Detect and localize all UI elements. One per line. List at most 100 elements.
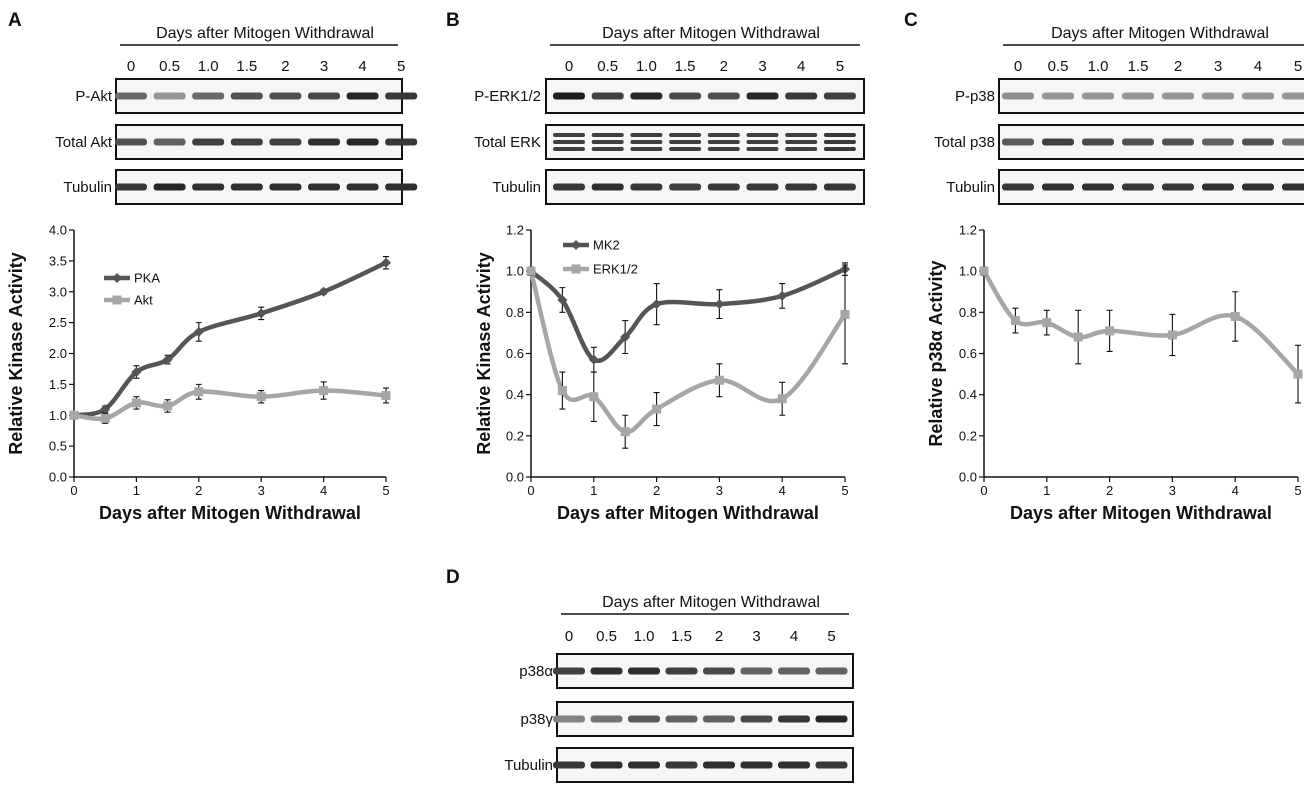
blot-band <box>665 761 698 769</box>
lane-label: 2 <box>1174 58 1182 75</box>
blot-row-label: Tubulin <box>946 179 995 196</box>
series-pka <box>69 256 391 421</box>
blot-band <box>1002 183 1034 191</box>
blot-row: P-ERK1/2 <box>474 78 865 114</box>
blot-row-label: Total ERK <box>474 134 541 151</box>
lane-label: 0.5 <box>596 628 617 645</box>
blot-band <box>703 715 735 723</box>
y-tick-label: 2.0 <box>49 346 67 361</box>
blot-band <box>230 183 263 191</box>
blot-band <box>740 667 773 675</box>
legend: MK2 ERK1/2 <box>563 238 638 277</box>
y-tick-label: 1.0 <box>49 408 67 423</box>
data-point <box>319 386 329 396</box>
blot-band <box>746 183 779 191</box>
data-point <box>256 392 266 402</box>
series-line <box>528 268 848 434</box>
lane-label: 5 <box>1294 58 1302 75</box>
lane-label: 0 <box>565 58 573 75</box>
data-point <box>1230 311 1240 321</box>
blot-band <box>1282 92 1304 100</box>
chart-b: 0.0 0.2 0.4 0.6 0.8 1.0 1.2 0 1 2 3 4 5 Days after Mi… <box>474 223 850 523</box>
data-point <box>1042 318 1052 328</box>
blot-band <box>553 667 585 675</box>
blot-band <box>346 183 379 191</box>
blot-band <box>630 147 663 151</box>
data-point <box>69 410 79 420</box>
blot-band <box>785 133 818 137</box>
blot-band <box>703 667 735 675</box>
lane-label: 4 <box>358 58 366 75</box>
lane-label: 5 <box>397 58 405 75</box>
blot-band <box>1082 92 1114 100</box>
lane-label: 1.5 <box>671 628 692 645</box>
legend-label: PKA <box>134 271 160 286</box>
y-tick-label: 0.6 <box>506 346 524 361</box>
blot-row-label: P-p38 <box>955 88 995 105</box>
blot-band <box>1202 92 1234 100</box>
lane-label: 3 <box>1214 58 1222 75</box>
blot-row-label: Tubulin <box>63 179 112 196</box>
blot-band <box>269 138 302 146</box>
data-point <box>589 392 599 402</box>
blot-band <box>590 761 623 769</box>
blot-band <box>553 761 585 769</box>
lane-label: 1.5 <box>236 58 257 75</box>
blot-band <box>778 761 810 769</box>
blot-band <box>153 92 186 100</box>
blot-band <box>707 183 740 191</box>
y-tick-label: 0.2 <box>959 428 977 443</box>
blot-band <box>823 133 856 137</box>
legend: PKA Akt <box>104 271 160 308</box>
data-point <box>131 398 141 408</box>
blot-band <box>590 715 623 723</box>
blot-band <box>785 92 818 100</box>
blot-band <box>1082 183 1114 191</box>
blot-row: p38α <box>519 653 854 689</box>
x-tick-label: 1 <box>1043 483 1050 498</box>
data-point <box>588 354 599 365</box>
data-point <box>1105 326 1115 336</box>
blot-band <box>153 183 186 191</box>
blot-band <box>630 140 663 144</box>
blot-band <box>308 183 340 191</box>
blot-band <box>785 140 818 144</box>
lane-label: 1.0 <box>634 628 655 645</box>
blot-band <box>346 92 379 100</box>
blot-band <box>665 667 698 675</box>
blot-band <box>1162 183 1194 191</box>
x-axis-title: Days after Mitogen Withdrawal <box>557 503 819 523</box>
blot-band <box>591 147 624 151</box>
x-tick-label: 4 <box>1232 483 1239 498</box>
blot-band <box>1202 138 1234 146</box>
blot-band <box>630 92 663 100</box>
x-tick-label: 5 <box>841 483 848 498</box>
blot-row-label: Total p38 <box>934 134 995 151</box>
y-tick-label: 1.2 <box>506 223 524 238</box>
panel-letter-b: B <box>446 10 460 31</box>
blot-band <box>1122 138 1154 146</box>
legend-marker <box>571 264 581 274</box>
lane-label: 4 <box>1254 58 1262 75</box>
blot-band <box>778 667 810 675</box>
blot-band <box>308 92 340 100</box>
blots-layer: A Days after Mitogen Withdrawal 0 0.5 1.0 1.5… <box>8 10 1304 783</box>
lane-label: 5 <box>827 628 835 645</box>
y-tick-label: 0.4 <box>959 387 977 402</box>
x-tick-label: 3 <box>716 483 723 498</box>
blot-band <box>1122 92 1154 100</box>
lane-label: 3 <box>752 628 760 645</box>
blot-band <box>707 133 740 137</box>
y-axis-title: Relative Kinase Activity <box>474 252 494 454</box>
blot-band <box>785 147 818 151</box>
blot-row-label: Tubulin <box>492 179 541 196</box>
blot-band <box>230 92 263 100</box>
blot-band <box>669 92 702 100</box>
data-point <box>1293 369 1303 379</box>
data-point <box>620 427 630 437</box>
blot-row: Tubulin <box>492 169 865 205</box>
blot-band <box>703 761 735 769</box>
blot-band <box>591 92 624 100</box>
blot-header-title: Days after Mitogen Withdrawal <box>1051 25 1269 42</box>
